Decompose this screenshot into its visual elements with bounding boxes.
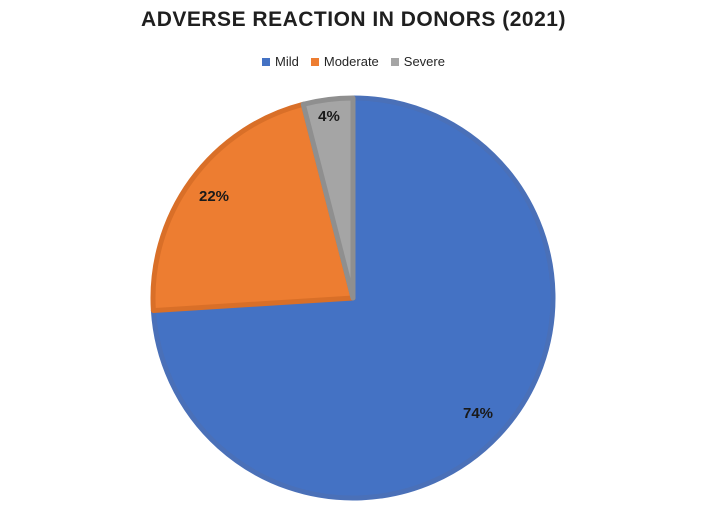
chart-title: ADVERSE REACTION IN DONORS (2021) (141, 8, 566, 31)
pie-slice-severe (300, 95, 356, 301)
legend-label-severe: Severe (403, 54, 445, 69)
pie-slice-moderate (150, 101, 356, 314)
legend-swatch-moderate (310, 57, 319, 66)
legend-item-severe: Severe (390, 54, 445, 69)
legend: Mild Moderate Severe (0, 54, 707, 69)
legend-swatch-mild (262, 57, 271, 66)
legend-swatch-severe (390, 57, 399, 66)
legend-label-mild: Mild (275, 54, 299, 69)
data-label-mild: 74% (463, 405, 493, 422)
data-label-moderate: 22% (199, 188, 229, 205)
data-label-severe: 4% (318, 108, 340, 125)
legend-label-moderate: Moderate (323, 54, 379, 69)
legend-item-moderate: Moderate (310, 54, 379, 69)
legend-item-mild: Mild (262, 54, 299, 69)
